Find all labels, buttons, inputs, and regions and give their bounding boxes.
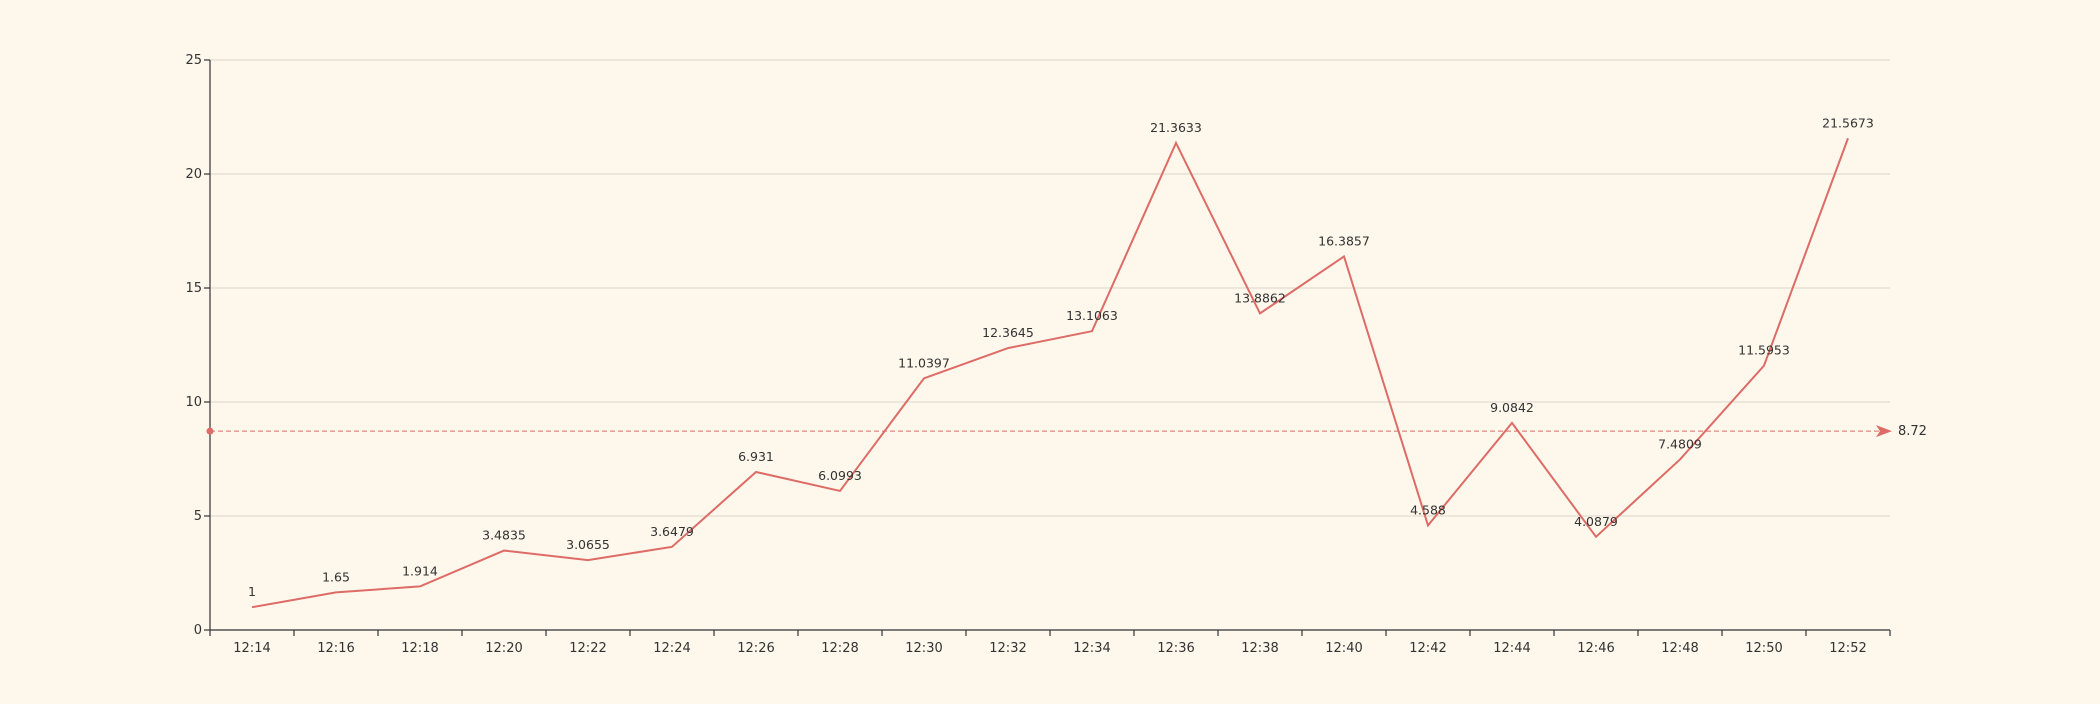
data-label: 11.0397 xyxy=(898,355,950,370)
x-tick-label: 12:18 xyxy=(401,641,438,656)
data-label: 4.0879 xyxy=(1574,514,1618,529)
x-tick-label: 12:48 xyxy=(1661,641,1698,656)
x-tick-label: 12:36 xyxy=(1157,641,1194,656)
markline-arrow xyxy=(1876,425,1892,438)
x-tick-label: 12:26 xyxy=(737,641,774,656)
data-label: 12.3645 xyxy=(982,325,1034,340)
x-tick-label: 12:42 xyxy=(1409,641,1446,656)
data-label: 1.914 xyxy=(402,563,438,578)
x-tick-label: 12:16 xyxy=(317,641,354,656)
x-tick-label: 12:14 xyxy=(233,641,270,656)
x-tick-label: 12:24 xyxy=(653,641,690,656)
data-label: 21.3633 xyxy=(1150,120,1202,135)
markline-label: 8.72 xyxy=(1898,424,1927,439)
average-markline: 8.72 xyxy=(206,424,1927,439)
data-label: 9.0842 xyxy=(1490,400,1534,415)
data-label: 3.6479 xyxy=(650,524,694,539)
x-tick-label: 12:38 xyxy=(1241,641,1278,656)
x-tick-label: 12:30 xyxy=(905,641,942,656)
series-line xyxy=(251,137,1849,609)
data-label: 4.588 xyxy=(1410,502,1446,517)
y-tick-label: 15 xyxy=(185,281,202,296)
data-label: 11.5953 xyxy=(1738,343,1790,358)
axes: 0 5 10 15 20 25 12:14 12:16 12:18 12:20 12:22 12:24… xyxy=(185,53,1891,656)
x-tick-label: 12:46 xyxy=(1577,641,1614,656)
x-tick-label: 12:20 xyxy=(485,641,522,656)
data-label: 3.4835 xyxy=(482,528,526,543)
x-tick-label: 12:44 xyxy=(1493,641,1530,656)
data-labels: 1 1.65 1.914 3.4835 3.0655 3.6479 6.931 6.0993 1… xyxy=(248,115,1874,599)
data-label: 3.0655 xyxy=(566,537,610,552)
data-label: 1.65 xyxy=(322,569,350,584)
data-label: 13.8862 xyxy=(1234,290,1286,305)
x-tick-label: 12:34 xyxy=(1073,641,1110,656)
data-label: 16.3857 xyxy=(1318,233,1370,248)
y-tick-label: 5 xyxy=(194,509,202,524)
data-label: 7.4809 xyxy=(1658,436,1702,451)
x-tick-label: 12:28 xyxy=(821,641,858,656)
series-line-group xyxy=(251,137,1849,609)
y-tick-label: 25 xyxy=(185,53,202,68)
x-tick-label: 12:32 xyxy=(989,641,1026,656)
x-tick-label: 12:50 xyxy=(1745,641,1782,656)
y-tick-label: 20 xyxy=(185,167,202,182)
x-tick-label: 12:52 xyxy=(1829,641,1866,656)
data-label: 13.1063 xyxy=(1066,308,1118,323)
x-tick-label: 12:40 xyxy=(1325,641,1362,656)
data-label: 1 xyxy=(248,584,256,599)
data-label: 21.5673 xyxy=(1822,115,1874,130)
grid-lines xyxy=(210,59,1890,517)
y-tick-label: 0 xyxy=(194,623,202,638)
y-tick-label: 10 xyxy=(185,395,202,410)
data-label: 6.0993 xyxy=(818,468,862,483)
x-tick-label: 12:22 xyxy=(569,641,606,656)
data-label: 6.931 xyxy=(738,449,774,464)
